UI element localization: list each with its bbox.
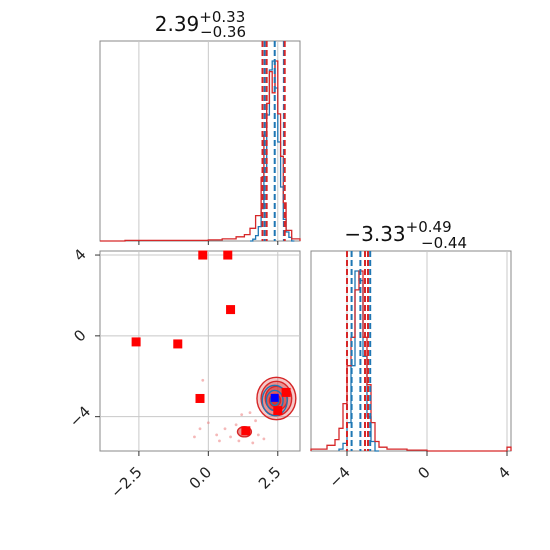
marginal-x-title: 2.39+0.33 bbox=[155, 8, 246, 36]
blue-marker bbox=[270, 393, 279, 402]
x-tick-label: 2.5 bbox=[255, 463, 285, 493]
faint-sample bbox=[262, 437, 266, 441]
faint-sample bbox=[201, 378, 205, 382]
marginal-x-quantile-lines bbox=[261, 41, 286, 241]
faint-sample bbox=[251, 441, 255, 445]
marginal-x-title-sub: −0.36 bbox=[200, 23, 246, 41]
y-tick-label: 0 bbox=[70, 326, 89, 345]
x-tick-label: −4 bbox=[325, 463, 353, 491]
faint-sample bbox=[206, 421, 210, 425]
faint-sample bbox=[237, 439, 241, 443]
red-marker bbox=[173, 339, 183, 349]
faint-sample bbox=[254, 419, 257, 423]
joint-panel: −2.5 0.0 2.5 −4 0 4 bbox=[66, 245, 301, 502]
marginal-y-quantile-lines bbox=[346, 251, 372, 451]
red-marker bbox=[223, 250, 233, 260]
faint-sample bbox=[215, 433, 219, 437]
x-tick-label: −2.5 bbox=[107, 463, 145, 501]
marginal-y-title-sub: −0.44 bbox=[421, 234, 467, 252]
y-tick-label: 4 bbox=[70, 245, 89, 264]
joint-frame bbox=[99, 250, 301, 452]
x-tick-label: 0.0 bbox=[186, 463, 216, 493]
faint-sample bbox=[248, 411, 252, 415]
faint-sample bbox=[218, 439, 221, 443]
blue-contour bbox=[261, 384, 288, 417]
faint-sample bbox=[198, 427, 202, 431]
red-marker bbox=[281, 387, 291, 397]
faint-sample bbox=[223, 427, 227, 431]
faint-sample bbox=[193, 435, 196, 439]
faint-sample bbox=[240, 413, 244, 417]
marginal-y-panel: −4 0 4 −3.33+0.49 −0.44 bbox=[310, 218, 514, 491]
faint-sample bbox=[234, 423, 238, 427]
faint-sample bbox=[256, 433, 260, 437]
red-marker bbox=[226, 305, 236, 315]
marginal-y-frame bbox=[310, 250, 512, 452]
joint-faint-samples bbox=[193, 378, 266, 445]
marginal-x-panel: 2.39+0.33 −0.36 bbox=[99, 8, 301, 245]
y-tick-label: −4 bbox=[66, 402, 94, 430]
marginal-y-ticks: −4 0 4 bbox=[325, 451, 514, 491]
marginal-y-title: −3.33+0.49 bbox=[344, 218, 451, 246]
faint-sample bbox=[229, 435, 232, 439]
red-marker bbox=[241, 426, 251, 436]
marginal-y-hist-series-1 bbox=[310, 270, 512, 452]
joint-points bbox=[131, 250, 291, 436]
x-tick-label: 4 bbox=[494, 463, 513, 482]
red-marker bbox=[198, 250, 208, 260]
red-marker bbox=[195, 393, 205, 403]
red-marker bbox=[273, 406, 283, 416]
x-tick-label: 0 bbox=[414, 463, 433, 482]
red-marker bbox=[131, 337, 141, 347]
